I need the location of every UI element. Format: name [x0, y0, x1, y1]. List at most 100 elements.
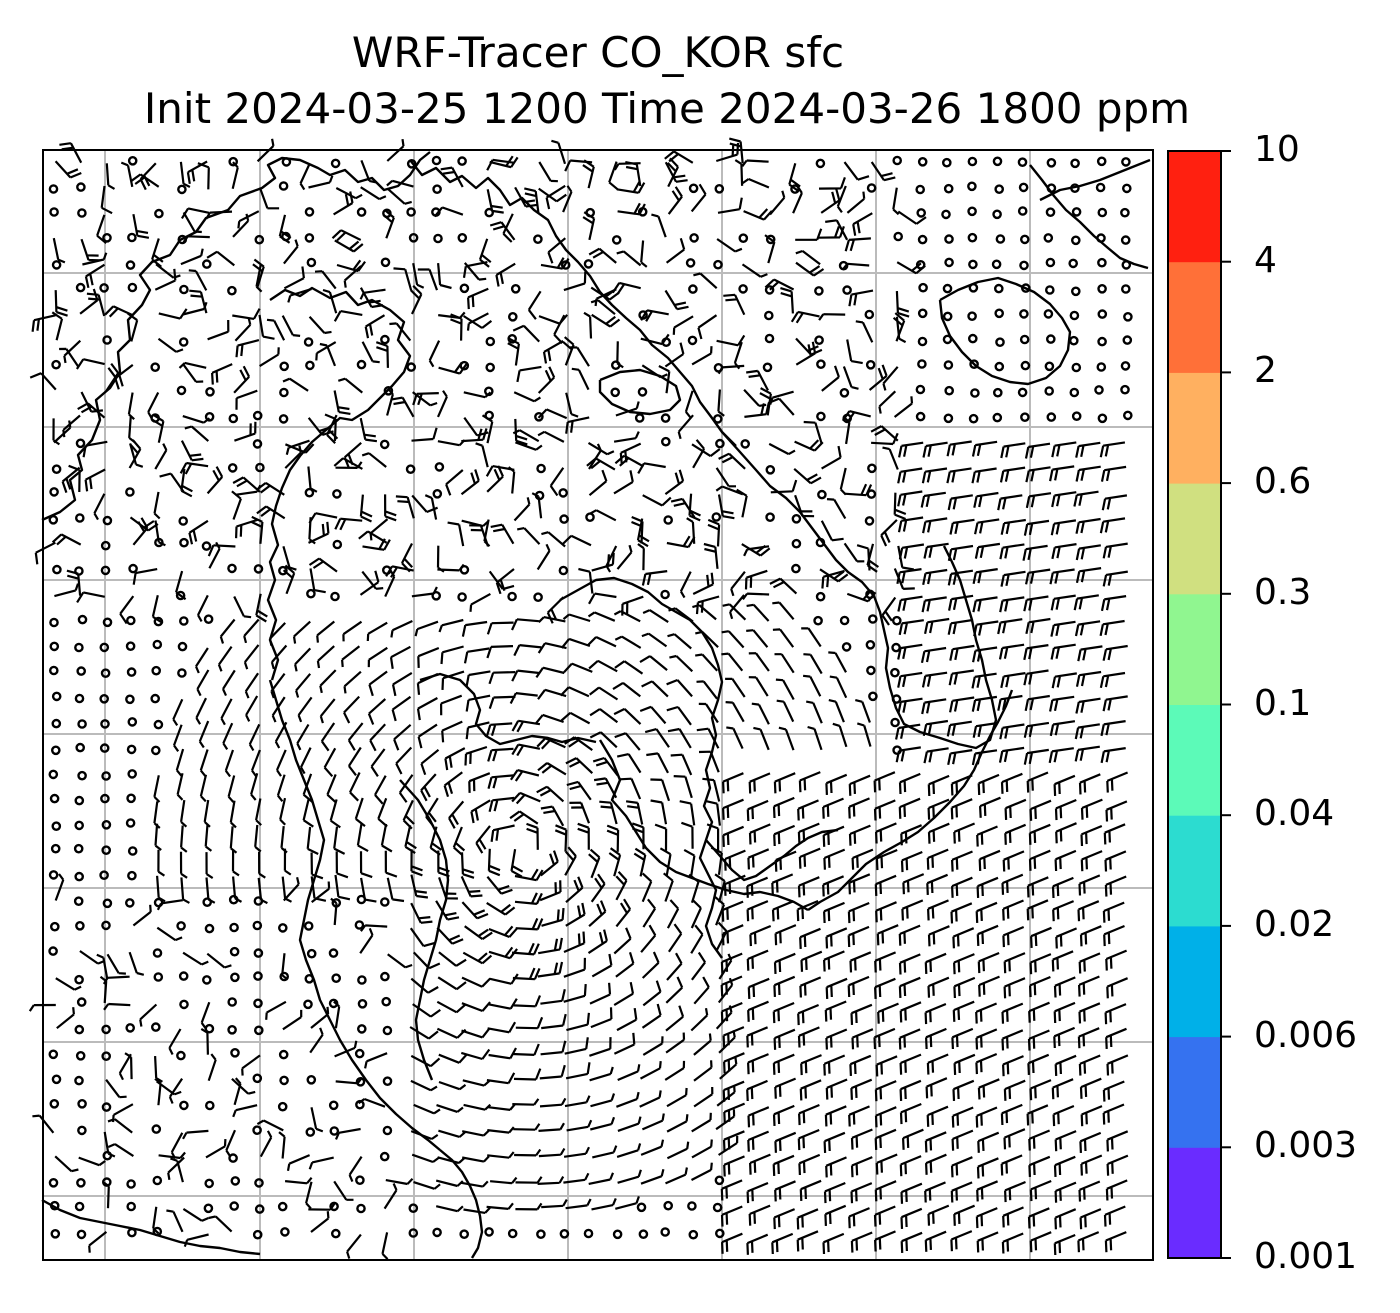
calm-marker: [1120, 361, 1131, 371]
calm-marker: [1046, 183, 1057, 193]
calm-marker: [179, 999, 189, 1010]
calm-marker: [229, 922, 239, 933]
wind-barb: [875, 901, 897, 923]
wind-barb: [593, 777, 618, 799]
wind-barb: [75, 358, 105, 370]
wind-barb: [953, 1204, 976, 1226]
wind-barb: [696, 680, 718, 700]
wind-barb: [259, 347, 280, 368]
calm-marker: [305, 360, 315, 371]
wind-barb: [308, 315, 332, 335]
wind-barb: [690, 1008, 709, 1032]
calm-marker: [254, 234, 265, 245]
wind-barb: [592, 756, 619, 777]
wind-barb: [820, 188, 841, 214]
wind-barb: [541, 908, 565, 927]
wind-barb: [127, 312, 139, 342]
calm-marker: [51, 745, 61, 756]
wind-barb: [333, 191, 354, 216]
wind-barb: [1000, 1154, 1023, 1176]
wind-barb: [823, 1131, 846, 1153]
wind-barb: [182, 211, 202, 234]
wind-barb: [659, 847, 672, 876]
wind-barb: [549, 467, 565, 497]
calm-marker: [1044, 361, 1055, 372]
wind-barb: [120, 161, 134, 188]
wind-barb: [948, 669, 974, 686]
wind-barb: [250, 515, 264, 544]
calm-marker: [379, 897, 390, 907]
calm-marker: [48, 184, 59, 194]
wind-barb: [665, 1167, 688, 1185]
wind-barb: [180, 877, 190, 904]
calm-marker: [967, 232, 978, 243]
wind-barb: [1075, 697, 1101, 714]
wind-barb: [898, 924, 921, 946]
wind-barb: [436, 927, 464, 945]
wind-barb: [182, 1207, 209, 1222]
wind-barb: [490, 523, 515, 545]
calm-marker: [688, 284, 698, 294]
wind-barb: [821, 445, 842, 470]
wind-barb: [334, 239, 364, 253]
wind-barb: [537, 762, 567, 776]
wind-barb: [205, 210, 233, 220]
wind-barb: [235, 518, 258, 539]
wind-barb: [802, 674, 822, 697]
colorbar-segment: [1168, 483, 1221, 595]
calm-marker: [201, 259, 212, 269]
wind-barb: [1027, 1053, 1050, 1075]
wind-barb: [179, 851, 188, 879]
wind-barb: [305, 1181, 313, 1210]
calm-marker: [559, 1229, 570, 1239]
wind-barb: [715, 921, 728, 952]
map-frame: [42, 149, 1154, 1261]
wind-barb: [278, 1131, 286, 1159]
wind-barb: [1002, 1055, 1024, 1077]
calm-marker: [127, 769, 137, 779]
wind-barb: [389, 322, 412, 342]
calm-marker: [534, 490, 545, 501]
calm-marker: [994, 184, 1005, 194]
calm-marker: [432, 184, 442, 194]
wind-barb: [900, 1207, 923, 1229]
wind-barb: [721, 924, 744, 946]
wind-barb: [225, 1129, 237, 1157]
wind-barb: [972, 721, 998, 738]
calm-marker: [1043, 233, 1054, 243]
colorbar-tick-label: 0.02: [1254, 903, 1335, 945]
calm-marker: [510, 283, 521, 294]
wind-barb: [892, 312, 906, 342]
calm-marker: [383, 385, 394, 396]
wind-barb: [486, 1202, 514, 1210]
wind-barb: [848, 797, 870, 819]
wind-barb: [402, 799, 415, 830]
wind-barb: [615, 1196, 640, 1210]
wind-barb: [691, 443, 721, 458]
wind-barb: [976, 924, 999, 946]
wind-barb: [641, 680, 669, 698]
calm-marker: [1021, 283, 1031, 293]
wind-barb: [461, 901, 489, 920]
wind-barb: [564, 736, 593, 751]
wind-barb: [843, 542, 865, 563]
wind-barb: [1102, 1103, 1125, 1125]
calm-marker: [355, 1077, 366, 1087]
wind-barb: [1105, 1027, 1127, 1049]
wind-barb: [347, 722, 364, 751]
wind-barb: [79, 288, 99, 315]
calm-marker: [179, 284, 189, 295]
wind-barb: [795, 341, 817, 366]
calm-marker: [865, 359, 876, 370]
wind-barb: [206, 466, 224, 495]
wind-barb: [438, 877, 458, 900]
calm-marker: [1123, 311, 1133, 322]
wind-barb: [54, 583, 80, 598]
calm-marker: [48, 870, 59, 880]
calm-marker: [204, 923, 215, 934]
wind-barb: [438, 618, 464, 633]
calm-marker: [967, 181, 977, 192]
wind-barb: [538, 187, 567, 203]
wind-barb: [924, 1181, 946, 1203]
wind-barb: [613, 927, 632, 955]
